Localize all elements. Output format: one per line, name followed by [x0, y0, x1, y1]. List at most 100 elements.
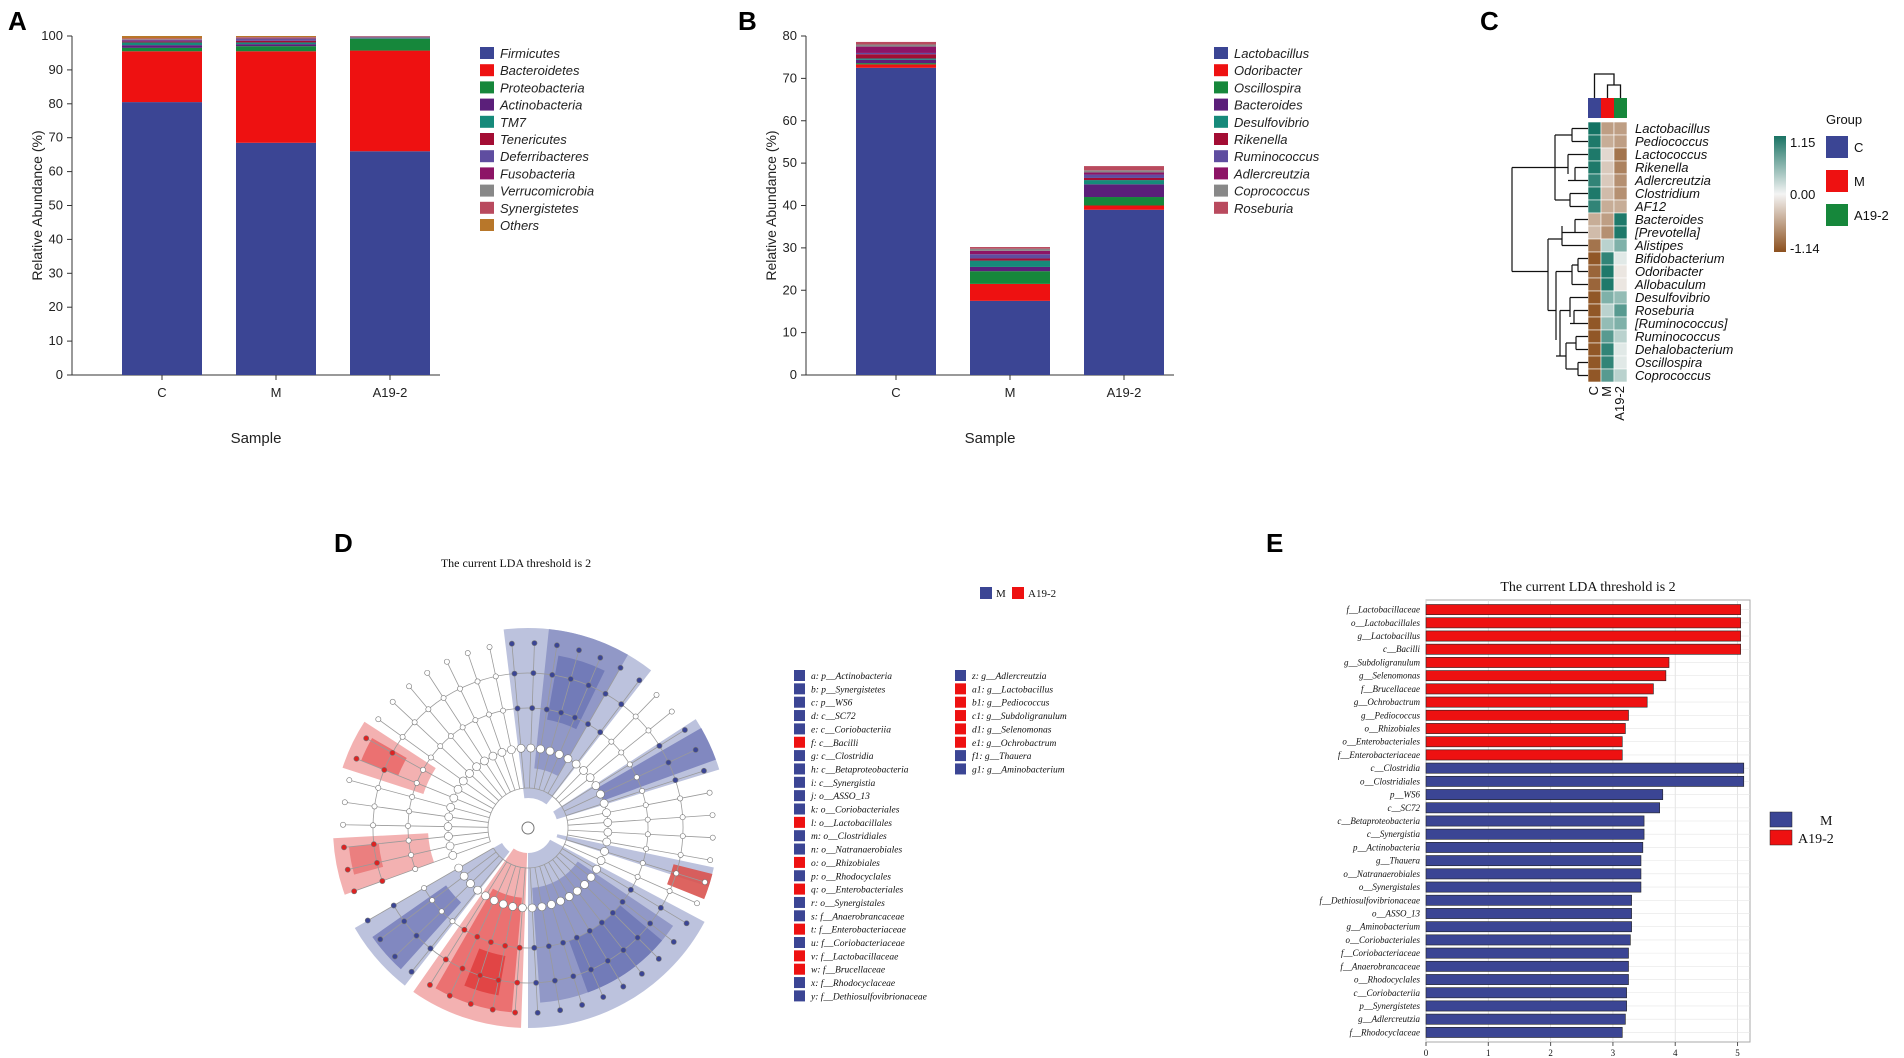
bar-c-synergistetes: [122, 38, 202, 40]
cladogram-key-label: o: o__Rhizobiales: [811, 859, 880, 869]
lda-label-o-rhizobiales: o__Rhizobiales: [1365, 724, 1421, 734]
legend-tm7: TM7: [500, 115, 527, 130]
legend-verrucomicrobia: Verrucomicrobia: [500, 184, 594, 199]
legend-swatch-fusobacteria: [480, 167, 494, 180]
cladogram-key-swatch: [794, 723, 805, 735]
clade-node-41-0: [465, 769, 474, 778]
clade-node-17-3: [683, 920, 690, 927]
lda-x-tick-label: 5: [1735, 1048, 1740, 1058]
row-label-roseburia: Roseburia: [1635, 303, 1694, 318]
clade-node-5-2: [459, 965, 466, 972]
group-legend-m: M: [1854, 174, 1865, 189]
bar-a19-2-firmicutes: [350, 151, 430, 375]
lda-bar-o-coriobacteriales: [1425, 934, 1631, 946]
heat-cell-allobaculum-m: [1600, 277, 1615, 292]
clade-node-4-0: [481, 891, 490, 901]
clade-node-11-3: [579, 1002, 585, 1008]
bar-m-coprococcus: [970, 248, 1050, 251]
y-tick-label: 30: [49, 265, 63, 280]
lda-bar-c-clostridia: [1425, 762, 1745, 774]
clade-node-29-2: [618, 701, 625, 708]
lda-bar-p-ws6: [1425, 789, 1664, 800]
heat-cell-pediococcus-m: [1600, 134, 1615, 149]
heat-cell-odoribacter-a19-2: [1613, 264, 1628, 279]
legend-others: Others: [500, 218, 540, 233]
heat-cell-lactobacillus-c: [1587, 121, 1602, 136]
bar-a19-2-adlercreutzia: [1084, 172, 1164, 175]
clade-node-44-1: [413, 780, 420, 786]
clade-node-14-1: [598, 919, 605, 926]
y-axis-label: Relative Abundance (%): [29, 130, 45, 280]
cladogram-key-swatch: [794, 736, 805, 748]
clade-node-49-0: [445, 841, 455, 851]
cladogram-key-label: l: o__Lactobacillales: [811, 819, 892, 829]
cladogram-key-swatch: [955, 670, 966, 681]
lda-bar-o-synergistales: [1425, 881, 1642, 893]
clade-node-29-3: [636, 677, 643, 684]
clade-node-50-1: [412, 866, 419, 872]
clade-node-2-0: [466, 879, 475, 888]
bar-c-fusobacteria: [122, 39, 202, 41]
clade-node-42-0: [458, 776, 468, 786]
cladogram-key-label: b1: g__Pediococcus: [972, 699, 1050, 709]
clade-node-6-2: [477, 972, 484, 979]
clade-node-39-3: [424, 669, 431, 676]
bar-a19-2-lactobacillus: [1084, 209, 1164, 375]
clade-node-6-0: [498, 899, 508, 909]
heat-cell-af12-c: [1587, 199, 1602, 214]
clade-sector-4: [597, 728, 716, 801]
cladogram-key-label: s: f__Anaerobrancaceae: [811, 911, 904, 922]
heat-cell-adlercreutzia-a19-2: [1613, 173, 1628, 188]
clade-node-34-0: [526, 743, 536, 753]
clade-node-5-3: [446, 992, 453, 999]
legend-odoribacter: Odoribacter: [1234, 63, 1303, 78]
heat-cell-pediococcus-c: [1587, 134, 1602, 149]
clade-node-31-1: [571, 714, 578, 721]
clade-node-44-3: [353, 755, 360, 762]
heat-cell-lactococcus-m: [1600, 147, 1615, 162]
clade-node-48-0: [444, 832, 453, 841]
clade-sector-14: [372, 885, 462, 970]
cladogram-key-swatch: [794, 696, 805, 708]
cladogram-key-label: x: f__Rhodocyclaceae: [810, 978, 895, 989]
group-legend-title: Group: [1826, 112, 1862, 127]
clade-node-28-0: [579, 766, 588, 775]
clade-node-5-1: [474, 933, 481, 940]
colorbar-min: -1.14: [1790, 241, 1820, 256]
clade-node-7-2: [495, 977, 502, 984]
legend-swatch-rikenella: [1214, 133, 1228, 145]
lda-bar-o-rhizobiales: [1425, 723, 1626, 734]
row-label-oscillospira: Oscillospira: [1635, 355, 1702, 370]
clade-node-22-0: [603, 818, 613, 827]
clade-sector-18: [361, 738, 407, 776]
cladogram-key-swatch: [794, 856, 805, 868]
heat-cell-af12-a19-2: [1613, 199, 1628, 214]
clade-node-8-2: [514, 979, 521, 986]
bar-m-tenericutes: [236, 40, 316, 43]
legend-swatch-synergistetes: [480, 201, 494, 214]
lda-bar-g-aminobacterium: [1425, 921, 1632, 933]
clade-node-50-3: [351, 888, 358, 895]
bar-c-deferribacteres: [122, 40, 202, 42]
clade-node-36-2: [492, 673, 499, 680]
clade-node-38-3: [444, 658, 450, 665]
clade-node-16-1: [619, 898, 626, 905]
clade-node-29-1: [597, 729, 604, 736]
cladogram-key-swatch: [794, 790, 805, 802]
cladogram-key-swatch: [794, 910, 805, 922]
bar-c-actinobacteria: [122, 45, 202, 48]
clade-node-1-1: [429, 897, 436, 904]
panel-c-label: C: [1480, 6, 1499, 36]
clade-node-38-0: [488, 751, 498, 761]
cladogram-key-label: e: c__Coriobacteriia: [811, 725, 891, 735]
bar-a19-2-proteobacteria: [350, 38, 430, 51]
lda-bar-f-enterobacteriaceae: [1425, 749, 1623, 761]
lda-x-tick-label: 1: [1486, 1048, 1491, 1058]
heat-cell-lactobacillus-a19-2: [1613, 121, 1628, 136]
clade-node-43-2: [389, 749, 396, 756]
x-tick-label: M: [271, 385, 282, 400]
cladogram-key-swatch: [794, 763, 805, 775]
heat-cell-adlercreutzia-m: [1600, 173, 1615, 188]
clade-node-27-3: [668, 708, 675, 715]
